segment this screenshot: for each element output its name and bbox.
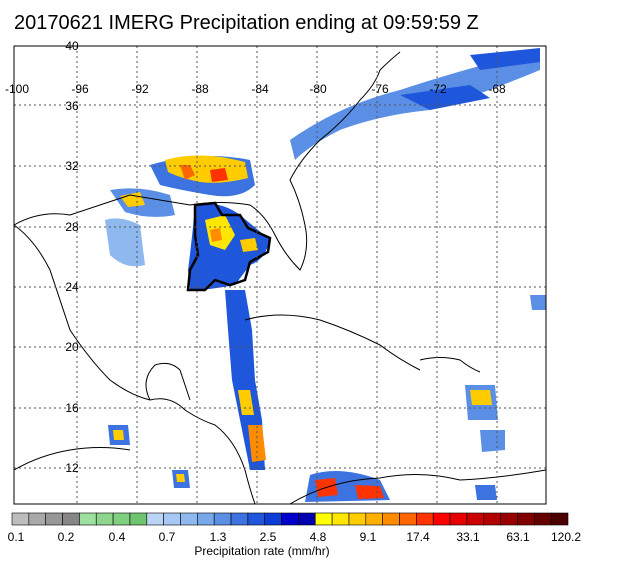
lon-label: -68	[488, 82, 506, 96]
lat-label: 32	[65, 159, 79, 173]
map-title: 20170621 IMERG Precipitation ending at 0…	[14, 12, 479, 34]
map-frame	[13, 45, 547, 505]
coastlines	[13, 51, 547, 505]
lat-label: 28	[65, 220, 79, 234]
lon-label: -92	[131, 82, 149, 96]
lat-label: 24	[65, 280, 79, 294]
lat-label: 16	[65, 401, 79, 415]
lon-labels: -100 -96 -92 -88 -84 -80 -76 -72 -68	[5, 82, 506, 96]
lat-labels: 40 36 32 28 24 20 16 12	[65, 39, 79, 475]
gridlines	[14, 46, 546, 504]
lon-label: -76	[371, 82, 389, 96]
lat-label: 36	[65, 99, 79, 113]
lat-label: 12	[65, 461, 79, 475]
lat-label: 40	[65, 39, 79, 53]
lon-label: -96	[71, 82, 89, 96]
lon-label: -88	[191, 82, 209, 96]
lon-label: -72	[429, 82, 447, 96]
lon-label: -84	[251, 82, 269, 96]
lon-label: -100	[5, 82, 29, 96]
lon-label: -80	[309, 82, 327, 96]
lat-label: 20	[65, 340, 79, 354]
